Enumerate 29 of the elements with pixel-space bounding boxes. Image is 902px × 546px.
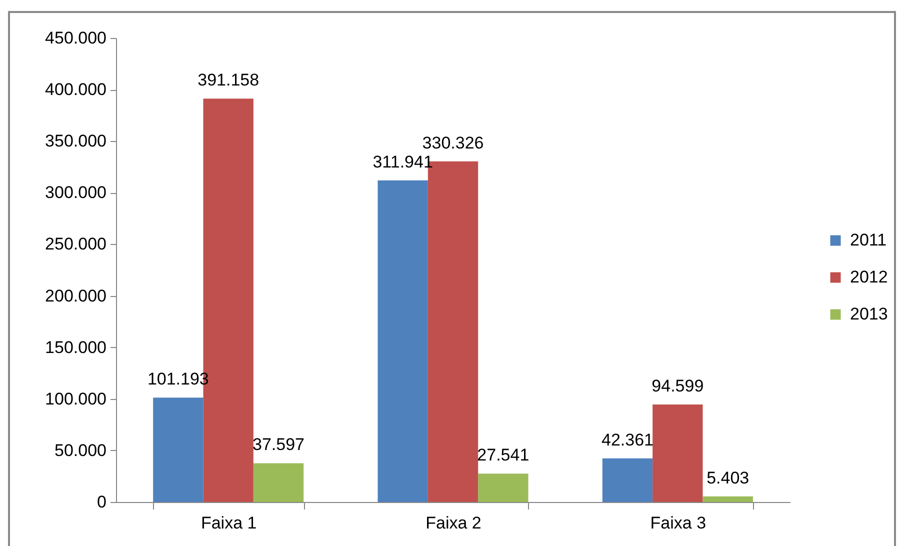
y-tick-label: 350.000: [45, 132, 106, 151]
data-label: 330.326: [422, 133, 484, 152]
x-tick-label: Faixa 2: [426, 514, 482, 532]
data-label: 27.541: [477, 446, 530, 465]
legend-label: 2011: [850, 230, 887, 250]
data-label: 311.941: [372, 152, 433, 172]
x-tick-label: Faixa 3: [650, 514, 706, 532]
legend-label: 2012: [850, 268, 888, 286]
bar: [652, 404, 703, 502]
bar: [253, 463, 304, 502]
y-tick-label: 250.000: [45, 234, 106, 254]
y-tick-label: 50.000: [54, 440, 106, 460]
bar: [153, 398, 204, 502]
data-label: 94.599: [652, 376, 704, 396]
y-tick-label: 0: [97, 492, 106, 512]
y-tick-label: 200.000: [45, 286, 106, 306]
data-label: 391.158: [198, 70, 260, 90]
y-tick-label: 400.000: [45, 80, 106, 100]
legend-label: 2013: [850, 304, 888, 324]
x-tick-label: Faixa 1: [200, 514, 257, 532]
bar: [602, 458, 653, 502]
data-label: 5.403: [706, 468, 750, 488]
bar: [702, 496, 753, 502]
y-tick-label: 150.000: [45, 338, 106, 357]
y-tick-label: 450.000: [45, 28, 106, 48]
bar: [478, 474, 528, 502]
y-tick-label: 300.000: [45, 183, 106, 202]
bar: [378, 180, 428, 502]
y-tick-label: 100.000: [45, 389, 106, 408]
